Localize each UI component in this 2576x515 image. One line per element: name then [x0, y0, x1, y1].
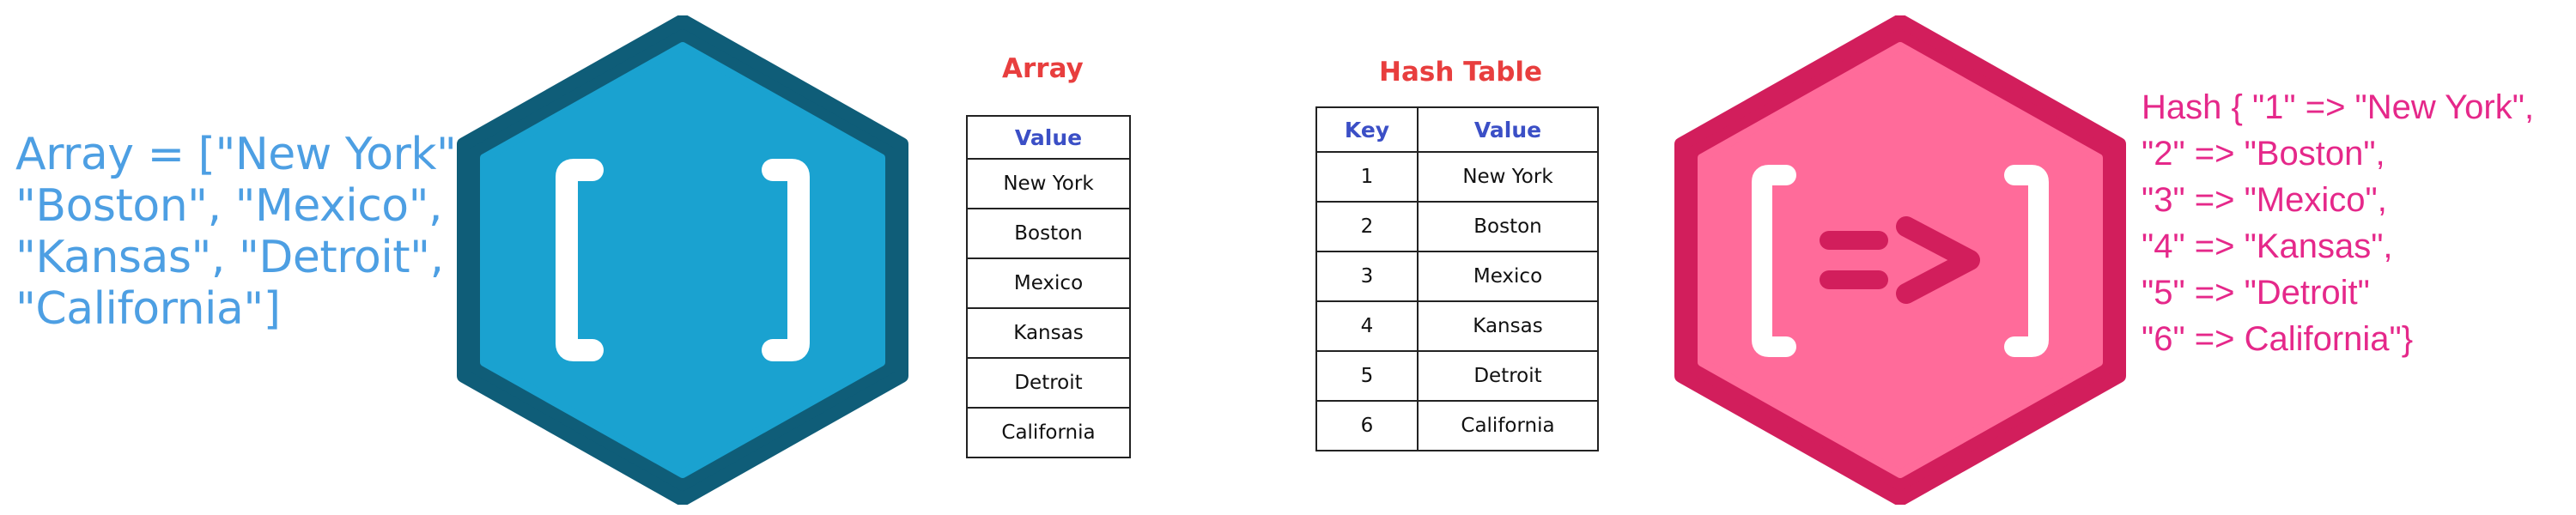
hash-table-title: Hash Table: [1379, 57, 1543, 88]
array-value-header: Value: [966, 115, 1131, 160]
hash-key-cell: 5: [1315, 350, 1419, 402]
table-row: 1 New York: [1315, 151, 1599, 203]
hash-code-text: Hash { "1" => "New York", "2" => "Boston…: [2142, 84, 2534, 362]
array-cell: New York: [966, 158, 1131, 209]
array-cell: California: [966, 407, 1131, 458]
table-row: Kansas: [966, 307, 1131, 359]
array-table: Value New York Boston Mexico Kansas Detr…: [966, 115, 1131, 458]
hash-value-cell: Mexico: [1417, 251, 1599, 302]
hash-key-cell: 1: [1315, 151, 1419, 203]
array-table-title: Array: [1002, 53, 1084, 84]
hash-code-line: "5" => "Detroit": [2142, 274, 2370, 312]
array-code-text: Array = ["New York", "Boston", "Mexico",…: [15, 129, 471, 335]
table-row: Boston: [966, 208, 1131, 259]
hash-value-cell: Boston: [1417, 201, 1599, 252]
array-code-line: "California"]: [15, 283, 281, 335]
array-cell: Mexico: [966, 258, 1131, 309]
hash-code-line: "6" => California"}: [2142, 320, 2414, 358]
array-code-line: "Kansas", "Detroit",: [15, 232, 444, 283]
array-cell: Detroit: [966, 357, 1131, 409]
table-row: 6 California: [1315, 400, 1599, 451]
table-row: 4 Kansas: [1315, 300, 1599, 352]
table-row: 2 Boston: [1315, 201, 1599, 252]
hash-table: Key Value 1 New York 2 Boston 3 Mexico 4 Kan…: [1315, 106, 1599, 451]
table-row: 5 Detroit: [1315, 350, 1599, 402]
array-brackets-icon: [457, 15, 908, 505]
hash-code-line: "2" => "Boston",: [2142, 135, 2385, 173]
hash-code-line: Hash { "1" => "New York",: [2142, 88, 2535, 126]
array-cell: Boston: [966, 208, 1131, 259]
table-row: Mexico: [966, 258, 1131, 309]
table-row: Detroit: [966, 357, 1131, 409]
hash-key-cell: 6: [1315, 400, 1419, 451]
hash-value-cell: Detroit: [1417, 350, 1599, 402]
hash-key-header: Key: [1315, 106, 1419, 153]
array-code-line: "Boston", "Mexico",: [15, 180, 443, 232]
array-code-line: Array = ["New York",: [15, 129, 471, 180]
hash-key-cell: 2: [1315, 201, 1419, 252]
array-cell: Kansas: [966, 307, 1131, 359]
hash-value-cell: California: [1417, 400, 1599, 451]
hash-value-cell: Kansas: [1417, 300, 1599, 352]
table-row: California: [966, 407, 1131, 458]
hash-brackets-icon: [1674, 15, 2126, 505]
hash-value-header: Value: [1417, 106, 1599, 153]
hash-code-line: "4" => "Kansas",: [2142, 227, 2393, 265]
hash-key-cell: 4: [1315, 300, 1419, 352]
table-row: 3 Mexico: [1315, 251, 1599, 302]
hash-code-line: "3" => "Mexico",: [2142, 181, 2387, 219]
table-row: New York: [966, 158, 1131, 209]
hash-value-cell: New York: [1417, 151, 1599, 203]
hash-key-cell: 3: [1315, 251, 1419, 302]
